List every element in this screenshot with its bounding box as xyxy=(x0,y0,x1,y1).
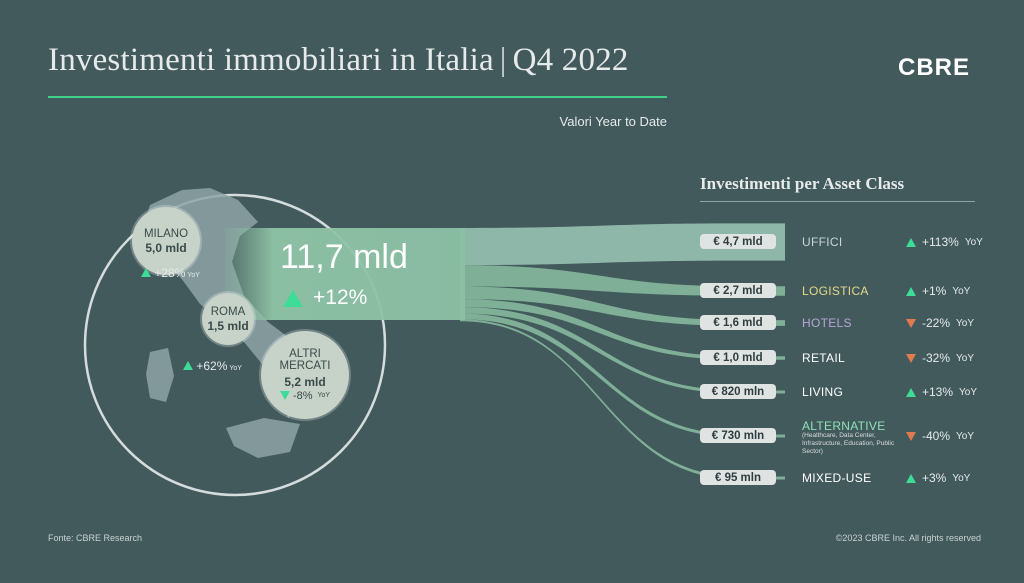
asset-class-alternative: ALTERNATIVE xyxy=(802,419,886,433)
city-name: MILANO xyxy=(143,228,189,240)
city-change-milano: +28% YoY xyxy=(141,266,200,280)
yoy-change-retail: -32% YoY xyxy=(906,351,974,365)
yoy-change-living: +13% YoY xyxy=(906,385,977,399)
up-arrow-icon xyxy=(183,361,193,370)
value-label-uffici: € 4,7 mld xyxy=(700,234,776,249)
yoy-value: +13% xyxy=(922,385,954,399)
value-label-retail: € 1,0 mld xyxy=(700,350,776,365)
map-circle xyxy=(83,193,387,497)
flow-alternative xyxy=(460,313,785,438)
asset-class-heading: Investimenti per Asset Class xyxy=(700,174,905,193)
flow-mixed-use xyxy=(460,319,785,480)
sicily-shape xyxy=(226,418,300,458)
city-bubble-milano: MILANO 5,0 mld xyxy=(132,207,200,275)
page-title: Investimenti immobiliari in Italia | Q4 20… xyxy=(48,42,629,78)
yoy-value: -40% xyxy=(922,429,951,443)
value-label-mixed-use: € 95 mln xyxy=(700,470,776,485)
yoy-change-logistica: +1% YoY xyxy=(906,284,970,298)
city-value: 5,0 mld xyxy=(145,241,187,255)
yoy-unit: YoY xyxy=(964,236,983,248)
yoy-change-hotels: -22% YoY xyxy=(906,316,974,330)
yoy-unit: YoY xyxy=(952,285,971,297)
up-arrow-icon xyxy=(906,387,916,397)
asset-class-retail: RETAIL xyxy=(802,351,845,365)
yoy-change-uffici: +113% YoY xyxy=(906,235,983,249)
asset-class-hotels: HOTELS xyxy=(802,316,852,330)
cbre-logo: CBRE xyxy=(898,54,971,81)
asset-class-uffici: UFFICI xyxy=(802,235,843,249)
city-bubble-altri-mercati: ALTRI MERCATI 5,2 mld -8% YoY xyxy=(261,331,349,419)
yoy-unit: YoY xyxy=(956,352,974,364)
yoy-unit: YoY xyxy=(956,317,974,329)
down-arrow-icon xyxy=(906,431,916,441)
asset-class-logistica: LOGISTICA xyxy=(802,284,869,298)
total-change: +12% xyxy=(283,286,367,310)
flow-uffici xyxy=(460,223,785,266)
alternative-note: (Healthcare, Data Center, Infrastructure… xyxy=(802,432,895,455)
yoy-unit: YoY xyxy=(956,430,974,442)
yoy-value: +113% xyxy=(922,235,959,249)
yoy-change-alternative: -40% YoY xyxy=(906,429,974,443)
yoy-value: -22% xyxy=(922,316,951,330)
yoy-value: -32% xyxy=(922,351,951,365)
yoy-value: +1% xyxy=(922,284,947,298)
city-name: ROMA xyxy=(210,306,246,318)
city-value: 1,5 mld xyxy=(207,319,249,333)
up-arrow-icon xyxy=(906,473,916,483)
up-arrow-icon xyxy=(283,289,303,307)
sardinia-shape xyxy=(146,348,174,402)
value-label-hotels: € 1,6 mld xyxy=(700,315,776,330)
city-change-roma: +62% YoY xyxy=(183,359,242,373)
value-label-alternative: € 730 mln xyxy=(700,428,776,443)
subtitle: Valori Year to Date xyxy=(559,114,667,129)
yoy-unit: YoY xyxy=(959,386,978,398)
down-arrow-icon xyxy=(279,391,290,400)
flow-retail xyxy=(460,299,785,360)
copyright: ©2023 CBRE Inc. All rights reserved xyxy=(835,533,981,543)
city-value: 5,2 mld xyxy=(284,374,326,389)
value-label-logistica: € 2,7 mld xyxy=(700,283,776,298)
yoy-unit: YoY xyxy=(952,472,971,484)
asset-class-mixed-use: MIXED-USE xyxy=(802,471,872,485)
up-arrow-icon xyxy=(906,286,916,296)
up-arrow-icon xyxy=(906,237,916,247)
city-bubble-roma: ROMA 1,5 mld xyxy=(202,293,254,345)
total-value: 11,7 mld xyxy=(280,238,408,276)
flow-hotels xyxy=(460,286,785,326)
yoy-change-mixed-use: +3% YoY xyxy=(906,471,970,485)
city-change-altri: -8% YoY xyxy=(279,389,330,403)
down-arrow-icon xyxy=(906,353,916,363)
source-note: Fonte: CBRE Research xyxy=(48,533,143,543)
title-underline xyxy=(48,96,667,98)
yoy-value: +3% xyxy=(922,471,947,485)
value-label-living: € 820 mln xyxy=(700,384,776,399)
asset-class-living: LIVING xyxy=(802,385,844,399)
up-arrow-icon xyxy=(141,268,151,277)
city-name: ALTRI MERCATI xyxy=(279,347,331,372)
section-divider xyxy=(700,201,975,202)
down-arrow-icon xyxy=(906,318,916,328)
